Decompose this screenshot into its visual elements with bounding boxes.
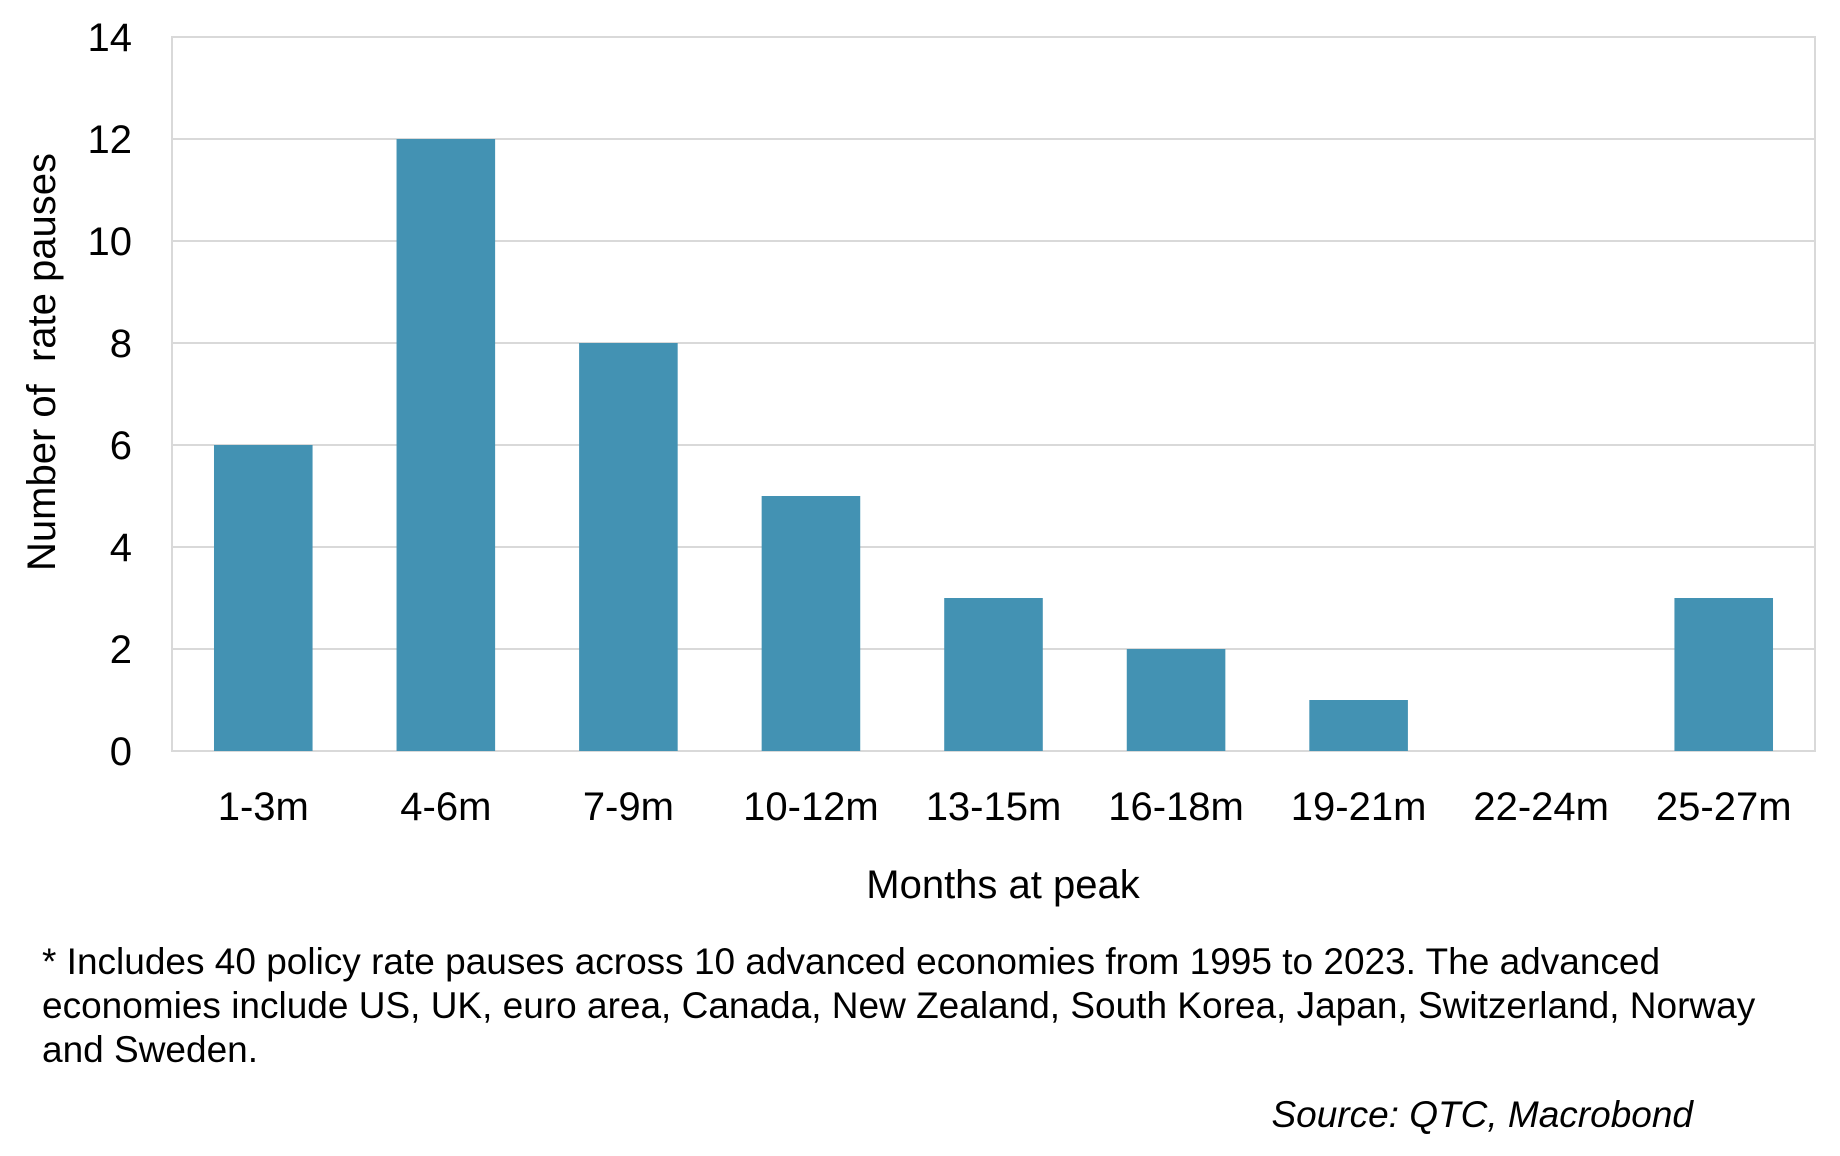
y-tick-label: 10	[88, 220, 133, 264]
x-tick-label: 25-27m	[1656, 785, 1792, 829]
footnote: * Includes 40 policy rate pauses across …	[42, 941, 1756, 1070]
x-tick-label: 13-15m	[926, 785, 1062, 829]
x-tick-label: 10-12m	[743, 785, 879, 829]
x-tick-label: 22-24m	[1473, 785, 1609, 829]
bar-7-9m	[579, 343, 678, 751]
bar-10-12m	[761, 496, 861, 751]
source-note: Source: QTC, Macrobond	[1271, 1094, 1693, 1135]
x-tick-label: 4-6m	[400, 785, 491, 829]
bar-4-6m	[396, 139, 496, 751]
y-tick-label: 14	[88, 16, 133, 60]
bar-16-18m	[1126, 649, 1226, 751]
y-tick-label: 4	[110, 526, 132, 570]
bar-1-3m	[213, 445, 313, 751]
y-tick-label: 2	[110, 628, 132, 672]
x-tick-label: 7-9m	[583, 785, 674, 829]
y-tick-label: 8	[110, 322, 132, 366]
y-tick-labels: 0 2 4 6 8 10 12 14	[88, 16, 133, 774]
x-tick-label: 1-3m	[218, 785, 309, 829]
bars	[213, 139, 1774, 751]
y-tick-label: 0	[110, 730, 132, 774]
y-axis-title: Number of rate pauses	[20, 153, 64, 571]
y-tick-label: 12	[88, 118, 133, 162]
x-axis-title: Months at peak	[866, 863, 1140, 907]
bar-13-15m	[944, 598, 1043, 751]
y-tick-label: 6	[110, 424, 132, 468]
bar-chart: 0 2 4 6 8 10 12 14 1-3m 4-6m 7-9m 10-12m 13-15m 16-1…	[20, 16, 1816, 907]
bar-25-27m	[1674, 598, 1774, 751]
bar-19-21m	[1309, 700, 1408, 751]
x-tick-label: 19-21m	[1291, 785, 1427, 829]
x-tick-label: 16-18m	[1108, 785, 1244, 829]
x-tick-labels: 1-3m 4-6m 7-9m 10-12m 13-15m 16-18m 19-21m 22-2…	[218, 785, 1792, 829]
